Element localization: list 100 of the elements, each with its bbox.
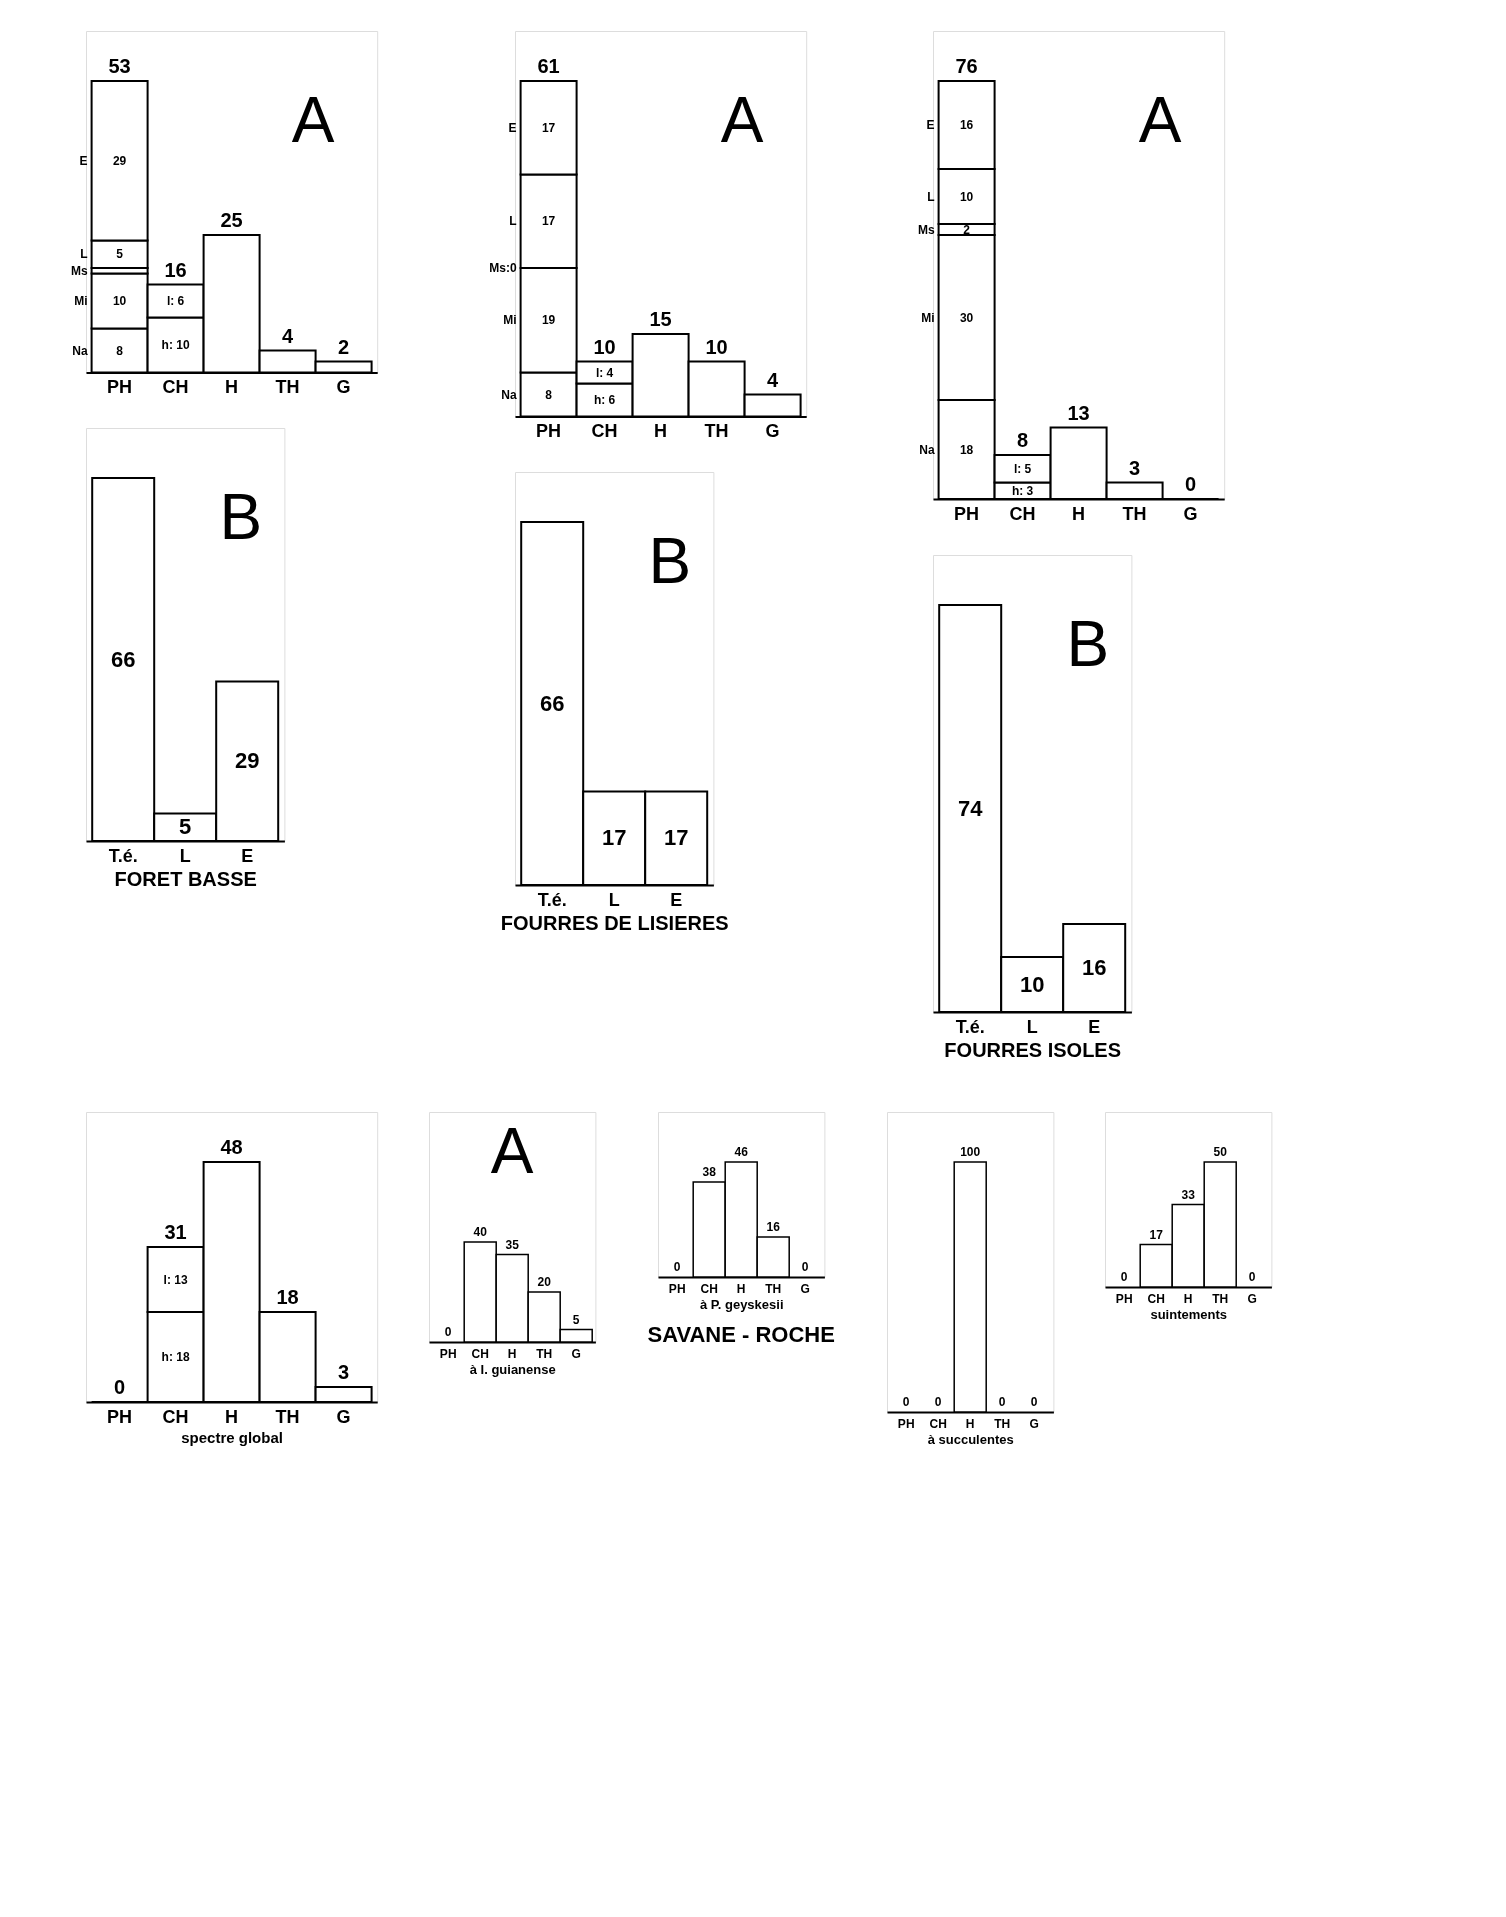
x-tick-label: PH [107,377,133,397]
data-label: 0 [998,1395,1006,1409]
x-tick-label: PH [954,503,980,524]
data-label: 30 [959,310,974,325]
x-tick-label: E [1088,1016,1101,1037]
data-label: l: 6 [166,294,185,308]
data-label: 46 [734,1145,749,1159]
total-label: 0 [114,1376,126,1398]
data-label: 74 [957,795,984,821]
total-label: 4 [767,368,780,391]
series-label: Na [72,343,88,358]
x-tick-label: CH [162,1406,189,1427]
total-label: 10 [705,335,728,358]
x-axis-title: à succulentes [927,1431,1014,1447]
series-label: L [509,214,517,229]
x-tick-label: CH [591,421,618,441]
x-axis-title: FOURRES ISOLES [944,1038,1122,1061]
x-tick-label: PH [439,1346,457,1361]
data-label: 0 [801,1260,809,1274]
series-label: Mi [503,313,517,328]
x-axis-title: suintements [1150,1306,1227,1322]
x-tick-label: CH [1009,503,1036,524]
data-label: 10 [112,294,127,308]
data-label: 20 [537,1275,552,1289]
data-label: 17 [663,825,689,851]
x-tick-label: G [765,421,780,441]
x-tick-label: L [608,889,620,910]
data-label: 66 [110,646,136,672]
data-label: 19 [541,313,556,328]
x-tick-label: TH [536,1346,553,1361]
x-tick-label: H [1072,503,1086,524]
data-label: 33 [1181,1187,1196,1202]
total-label: 18 [276,1286,299,1308]
total-label: 31 [164,1221,187,1243]
annotation: A [1138,84,1182,156]
data-label: h: 6 [593,393,616,407]
total-label: 76 [955,55,978,77]
data-label: 50 [1213,1145,1228,1159]
x-axis-title: spectre global [181,1428,283,1446]
total-label: 16 [164,258,187,281]
data-label: l: 4 [595,365,614,380]
data-label: 8 [116,343,124,358]
text: SAVANE - ROCHE [647,1322,835,1347]
data-label: h: 18 [161,1350,190,1364]
data-label: 0 [1030,1395,1038,1409]
data-label: 16 [766,1220,781,1234]
total-label: 25 [220,209,243,231]
x-tick-label: T.é. [108,845,138,866]
x-tick-label: H [736,1281,746,1296]
x-tick-label: H [507,1346,517,1361]
total-label: 13 [1067,401,1090,424]
data-label: 2 [963,222,971,237]
data-label: h: 10 [161,338,190,352]
text: Ms:0 [489,261,517,275]
data-label: 38 [702,1165,717,1179]
series-label: Mi [921,310,935,325]
data-label: 0 [1248,1270,1256,1284]
total-label: 3 [1129,456,1141,479]
x-axis-title: à P. geyskesii [699,1296,784,1312]
data-label: 8 [545,387,553,402]
data-label: 0 [444,1325,452,1339]
x-tick-label: CH [700,1281,718,1296]
x-tick-label: H [654,421,668,441]
x-tick-label: G [1183,503,1198,524]
x-tick-label: PH [668,1281,686,1296]
data-label: 17 [541,120,556,135]
x-tick-label: L [1026,1016,1038,1037]
data-label: 5 [116,247,124,262]
total-label: 48 [220,1136,243,1158]
x-tick-label: CH [929,1416,947,1431]
x-tick-label: G [1029,1416,1039,1431]
data-label: 0 [902,1395,910,1409]
x-tick-label: PH [1115,1291,1133,1306]
total-label: 61 [537,55,560,77]
x-axis-title: à I. guianense [469,1361,556,1377]
x-tick-label: CH [471,1346,489,1361]
x-tick-label: L [179,845,191,866]
series-label: L [80,247,88,262]
data-label: 16 [1081,955,1107,980]
x-tick-label: G [336,377,351,397]
x-tick-label: G [1247,1291,1257,1306]
x-axis-title: FOURRES DE LISIERES [500,911,729,934]
data-label: 0 [934,1395,942,1409]
total-label: 4 [282,324,295,347]
series-label: Na [919,442,935,457]
data-label: 10 [959,189,974,204]
x-tick-label: TH [765,1281,782,1296]
x-tick-label: TH [275,377,300,397]
data-label: l: 13 [163,1272,188,1287]
data-label: 5 [572,1312,580,1327]
annotation: A [720,84,764,156]
data-label: l: 5 [1013,461,1032,476]
x-tick-label: TH [994,1416,1011,1431]
x-tick-label: PH [536,421,562,441]
x-axis-title: FORET BASSE [114,867,257,890]
data-label: 17 [601,825,627,851]
x-tick-label: PH [897,1416,915,1431]
data-label: h: 3 [1011,483,1034,498]
data-label: 5 [179,814,192,840]
annotation: B [648,525,692,597]
